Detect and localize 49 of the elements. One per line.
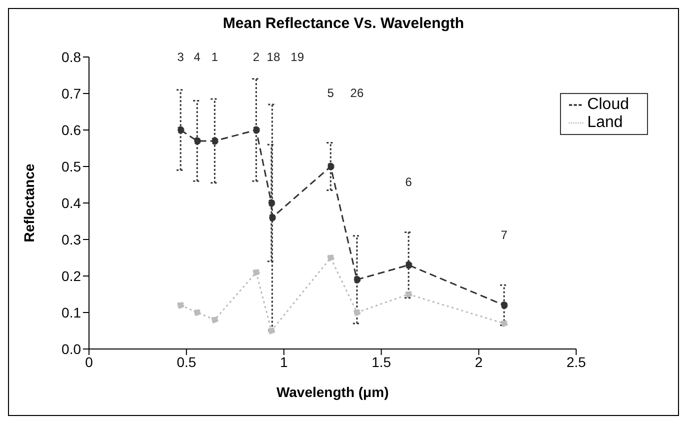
x-tick-label: 2 [474,354,483,370]
point [404,290,412,298]
x-tick-label: 0 [85,354,94,370]
point [268,199,276,207]
point [326,162,334,170]
x-tick-label: 0.5 [176,354,196,370]
legend-label: Cloud [587,96,629,113]
y-tick-label: 0.0 [62,340,82,357]
y-tick-label: 0.1 [62,304,82,320]
y-tick-label: 0.5 [62,158,82,174]
chart-title: Mean Reflectance Vs. Wavelength [222,15,466,33]
point [193,137,201,145]
point [252,126,260,134]
point [326,254,334,262]
point [500,301,508,309]
annotation: 19 [290,50,304,64]
y-tick-label: 0.6 [62,122,82,138]
annotation: 18 [266,50,280,64]
legend-label: Land [587,114,623,131]
point [500,320,508,328]
annotation: 3 [177,50,184,64]
annotation: 26 [350,86,364,100]
annotation: 5 [327,86,334,100]
annotation: 2 [252,50,260,64]
point [404,261,412,269]
annotation: 7 [500,228,508,242]
point [353,276,361,284]
annotation: 6 [405,175,412,190]
point [210,316,218,324]
point [176,126,184,134]
y-tick-label: 0.7 [62,85,82,102]
x-tick-label: 1 [280,354,288,370]
y-tick-label: 0.8 [62,48,82,65]
y-tick-label: 0.4 [62,194,82,211]
x-tick-label: 1.5 [372,354,392,370]
point [268,327,276,334]
point [176,301,184,309]
point [210,137,218,145]
point [268,214,276,222]
point [252,268,260,276]
x-axis-title: Wavelength (μm) [276,384,389,400]
annotation: 4 [194,50,201,64]
annotation: 1 [211,50,218,64]
y-axis-title: Reflectance [20,163,37,242]
point [353,308,361,316]
x-tick-label: 2.5 [566,354,586,370]
y-tick-label: 0.3 [62,231,82,248]
y-tick-label: 0.2 [62,268,82,284]
point [193,308,201,316]
